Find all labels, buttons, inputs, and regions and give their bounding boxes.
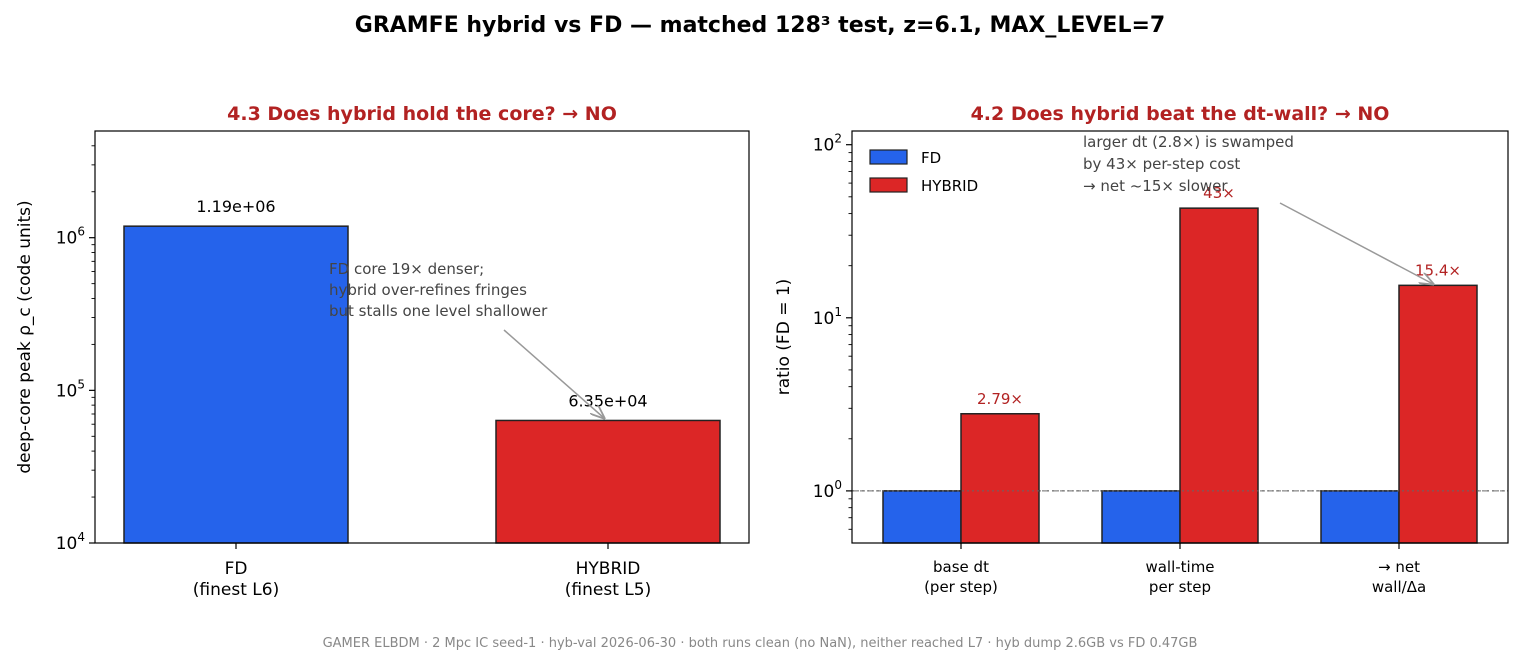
bar-value-label: 2.79×	[977, 390, 1023, 408]
annotation-text: larger dt (2.8×) is swamped	[1083, 133, 1294, 151]
x-tick-label: (finest L6)	[193, 580, 279, 600]
annotation-text: → net ~15× slower	[1083, 177, 1228, 195]
x-tick-label: HYBRID	[576, 559, 641, 579]
left-chart-panel: 4.3 Does hybrid hold the core? → NO deep…	[15, 103, 750, 600]
bar-value-label: 15.4×	[1415, 261, 1461, 279]
bar-value-label: 43×	[1203, 184, 1235, 202]
legend: FD HYBRID	[869, 149, 978, 195]
x-tick-label: wall/Δa	[1372, 578, 1426, 596]
bar-fd	[1320, 490, 1400, 544]
annotation-arrow	[1279, 202, 1433, 284]
x-tick-label: wall-time	[1145, 558, 1214, 576]
annotation-text: but stalls one level shallower	[329, 302, 548, 320]
x-tick-label: → net	[1378, 558, 1420, 576]
bar-fd	[123, 225, 349, 544]
annotation-text: by 43× per-step cost	[1083, 155, 1240, 173]
legend-swatch	[869, 177, 908, 193]
bar-value-label: 1.19e+06	[196, 197, 275, 216]
legend-label: FD	[921, 149, 941, 167]
figure-footer: GAMER ELBDM · 2 Mpc IC seed-1 · hyb-val …	[323, 636, 1198, 651]
bar-hybrid	[960, 413, 1040, 544]
y-tick-label: 101	[813, 305, 842, 329]
x-tick-label: FD	[225, 559, 248, 579]
annotation-text: FD core 19× denser;	[329, 260, 484, 278]
right-y-axis-label: ratio (FD = 1)	[774, 279, 794, 396]
legend-swatch	[869, 149, 908, 165]
right-chart-panel: 4.2 Does hybrid beat the dt-wall? → NO r…	[774, 103, 1509, 596]
right-plot-frame	[851, 130, 1509, 544]
legend-label: HYBRID	[921, 177, 978, 195]
right-chart-title: 4.2 Does hybrid beat the dt-wall? → NO	[971, 103, 1390, 125]
y-tick-label: 104	[56, 530, 85, 554]
x-tick-label: per step	[1149, 578, 1211, 596]
bar-fd	[1101, 490, 1181, 544]
left-y-axis-label: deep-core peak ρ_c (code units)	[15, 200, 35, 473]
y-tick-label: 100	[813, 478, 842, 502]
y-tick-label: 105	[56, 377, 85, 401]
bar-hybrid	[495, 419, 721, 544]
x-tick-label: (finest L5)	[565, 580, 651, 600]
figure-title: GRAMFE hybrid vs FD — matched 128³ test,…	[355, 13, 1165, 38]
x-tick-label: base dt	[933, 558, 989, 576]
y-tick-label: 102	[813, 132, 842, 156]
x-tick-label: (per step)	[924, 578, 998, 596]
annotation-text: hybrid over-refines fringes	[329, 281, 527, 299]
bar-hybrid	[1179, 207, 1259, 544]
bar-hybrid	[1398, 284, 1478, 544]
left-plot-frame	[94, 130, 750, 544]
left-chart-title: 4.3 Does hybrid hold the core? → NO	[227, 103, 617, 125]
bar-value-label: 6.35e+04	[568, 391, 647, 410]
bar-fd	[882, 490, 962, 544]
annotation-arrow	[503, 329, 604, 418]
y-tick-label: 106	[56, 225, 85, 249]
